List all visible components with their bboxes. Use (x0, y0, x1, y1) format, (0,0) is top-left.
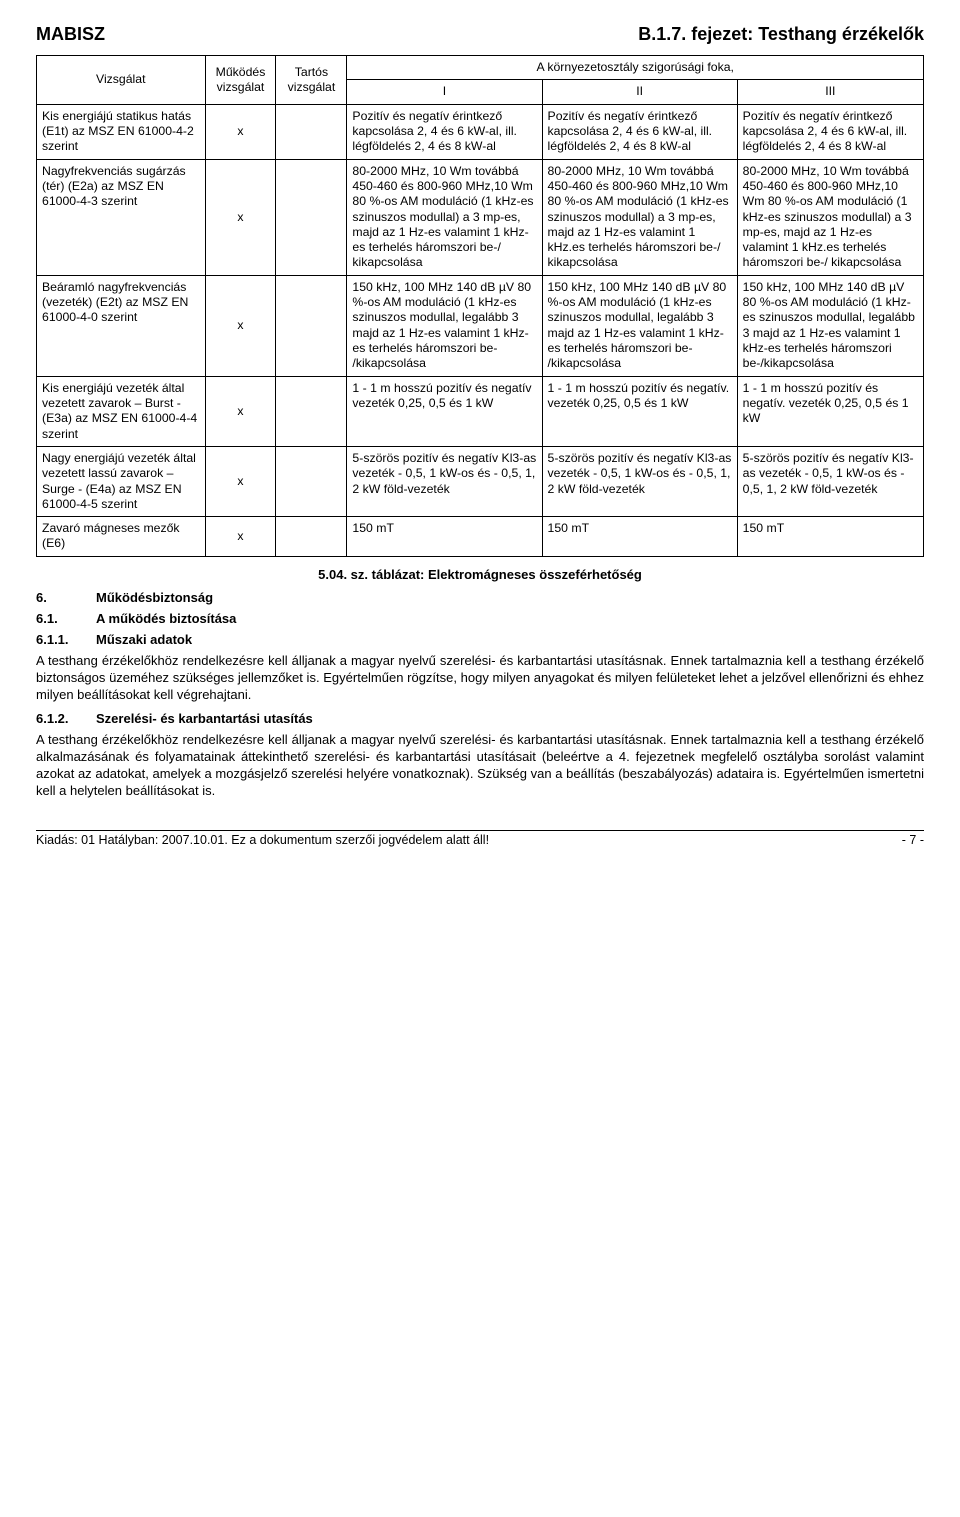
table-row: Nagy energiájú vezeték által vezetett la… (37, 446, 924, 516)
cell: x (205, 104, 276, 159)
section-number: 6.1.2. (36, 711, 96, 726)
cell (276, 446, 347, 516)
cell: 5-szörös pozitív és negatív Kl3-as vezet… (347, 446, 542, 516)
section-title: Szerelési- és karbantartási utasítás (96, 711, 313, 726)
cell: 150 mT (347, 517, 542, 557)
table-row: Kis energiájú statikus hatás (E1t) az MS… (37, 104, 924, 159)
cell: 5-szörös pozitív és negatív Kl3-as vezet… (542, 446, 737, 516)
compatibility-table: Vizsgálat Működés vizsgálat Tartós vizsg… (36, 55, 924, 557)
section-number: 6.1. (36, 611, 96, 626)
th-envtitle: A környezetosztály szigorúsági foka, (347, 56, 924, 80)
document-page: MABISZ B.1.7. fejezet: Testhang érzékelő… (0, 0, 960, 867)
cell: 1 - 1 m hosszú pozitív és negatív. vezet… (542, 376, 737, 446)
cell (276, 275, 347, 376)
cell: 80-2000 MHz, 10 Wm továbbá 450-460 és 80… (347, 159, 542, 275)
paragraph-6-1-2: A testhang érzékelőkhöz rendelkezésre ke… (36, 732, 924, 800)
cell: 150 kHz, 100 MHz 140 dB µV 80 %-os AM mo… (542, 275, 737, 376)
cell: Kis energiájú vezeték által vezetett zav… (37, 376, 206, 446)
section-title: A működés biztosítása (96, 611, 236, 626)
section-6-1: 6.1. A működés biztosítása (36, 611, 924, 626)
th-vizsgalat: Vizsgálat (37, 56, 206, 105)
cell: Pozitív és negatív érintkező kapcsolása … (737, 104, 923, 159)
paragraph-6-1-1: A testhang érzékelőkhöz rendelkezésre ke… (36, 653, 924, 704)
table-row: Zavaró mágneses mezők (E6) x 150 mT 150 … (37, 517, 924, 557)
footer-left: Kiadás: 01 Hatályban: 2007.10.01. Ez a d… (36, 833, 489, 847)
section-6-1-2: 6.1.2. Szerelési- és karbantartási utasí… (36, 711, 924, 726)
cell: 150 mT (542, 517, 737, 557)
cell: Zavaró mágneses mezők (E6) (37, 517, 206, 557)
cell (276, 517, 347, 557)
section-6: 6. Működésbiztonság (36, 590, 924, 605)
section-6-1-1: 6.1.1. Műszaki adatok (36, 632, 924, 647)
table-caption: 5.04. sz. táblázat: Elektromágneses össz… (36, 567, 924, 582)
table-row: Nagyfrekvenciás sugárzás (tér) (E2a) az … (37, 159, 924, 275)
cell: 1 - 1 m hosszú pozitív és negatív vezeté… (347, 376, 542, 446)
cell: 1 - 1 m hosszú pozitív és negatív. vezet… (737, 376, 923, 446)
cell (276, 104, 347, 159)
th-iii: III (737, 80, 923, 104)
cell: Kis energiájú statikus hatás (E1t) az MS… (37, 104, 206, 159)
cell: Beáramló nagyfrekvenciás (vezeték) (E2t)… (37, 275, 206, 376)
cell: Pozitív és negatív érintkező kapcsolása … (542, 104, 737, 159)
section-number: 6. (36, 590, 96, 605)
cell: 150 kHz, 100 MHz 140 dB µV 80 %-os AM mo… (347, 275, 542, 376)
cell: x (205, 376, 276, 446)
th-tartos: Tartós vizsgálat (276, 56, 347, 105)
cell: x (205, 446, 276, 516)
th-i: I (347, 80, 542, 104)
cell: 150 mT (737, 517, 923, 557)
th-mukodes: Működés vizsgálat (205, 56, 276, 105)
section-title: Működésbiztonság (96, 590, 213, 605)
header-left: MABISZ (36, 24, 105, 45)
cell: 80-2000 MHz, 10 Wm továbbá 450-460 és 80… (737, 159, 923, 275)
cell: 80-2000 MHz, 10 Wm továbbá 450-460 és 80… (542, 159, 737, 275)
cell: Pozitív és negatív érintkező kapcsolása … (347, 104, 542, 159)
cell (276, 376, 347, 446)
th-ii: II (542, 80, 737, 104)
header-right: B.1.7. fejezet: Testhang érzékelők (638, 24, 924, 45)
section-title: Műszaki adatok (96, 632, 192, 647)
table-row: Beáramló nagyfrekvenciás (vezeték) (E2t)… (37, 275, 924, 376)
page-footer: Kiadás: 01 Hatályban: 2007.10.01. Ez a d… (36, 830, 924, 847)
cell: x (205, 159, 276, 275)
cell: Nagyfrekvenciás sugárzás (tér) (E2a) az … (37, 159, 206, 275)
footer-page-number: - 7 - (902, 833, 924, 847)
cell: 5-szörös pozitív és negatív Kl3-as vezet… (737, 446, 923, 516)
cell (276, 159, 347, 275)
section-number: 6.1.1. (36, 632, 96, 647)
table-row: Kis energiájú vezeték által vezetett zav… (37, 376, 924, 446)
cell: 150 kHz, 100 MHz 140 dB µV 80 %-os AM mo… (737, 275, 923, 376)
page-header: MABISZ B.1.7. fejezet: Testhang érzékelő… (36, 24, 924, 45)
cell: x (205, 275, 276, 376)
cell: Nagy energiájú vezeték által vezetett la… (37, 446, 206, 516)
cell: x (205, 517, 276, 557)
